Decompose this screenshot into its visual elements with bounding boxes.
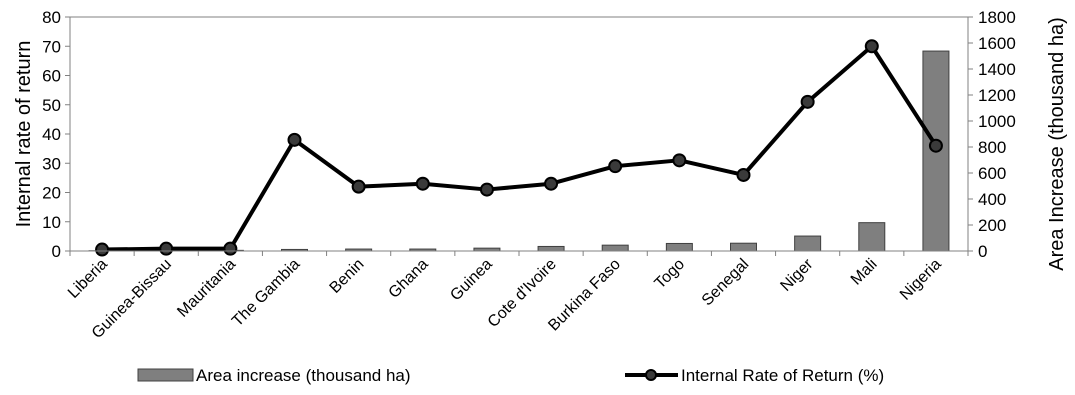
irr-point-benin (353, 181, 365, 193)
irr-point-niger (802, 96, 814, 108)
irr-point-guinea-bissau (160, 243, 172, 255)
left-tick-label: 80 (42, 8, 61, 27)
right-tick-label: 800 (978, 138, 1006, 157)
x-tick-label: Guinea (447, 256, 496, 305)
right-tick-label: 200 (978, 216, 1006, 235)
x-tick-label: Senegal (699, 256, 753, 310)
legend-bar-label: Area increase (thousand ha) (196, 366, 411, 385)
bar-series (89, 51, 949, 251)
legend-bar-swatch (138, 369, 193, 381)
irr-point-the-gambia (289, 134, 301, 146)
x-tick-label: Mauritania (174, 256, 239, 321)
irr-point-burkina-faso (609, 160, 621, 172)
legend-line-marker (646, 370, 656, 380)
irr-point-cote-d-ivoire (545, 178, 557, 190)
irr-line (102, 46, 936, 249)
y-axis-title: Internal rate of return (13, 41, 35, 228)
x-tick-label: Benin (327, 256, 368, 297)
bar-senegal (731, 243, 757, 251)
x-tick-label: Ghana (386, 256, 432, 302)
left-tick-label: 10 (42, 213, 61, 232)
left-tick-label: 70 (42, 37, 61, 56)
irr-point-ghana (417, 178, 429, 190)
x-tick-label: Niger (777, 255, 817, 295)
x-tick-label: Togo (652, 256, 689, 293)
y2-axis-title: Area Increase (thousand ha) (1046, 17, 1068, 271)
x-tick-label: Nigeria (897, 256, 945, 304)
bar-togo (666, 243, 692, 251)
irr-point-mauritania (224, 243, 236, 255)
plot-area-border (70, 17, 968, 251)
bar-mali (859, 223, 885, 251)
legend-line-label: Internal Rate of Return (%) (681, 366, 884, 385)
irr-point-nigeria (930, 140, 942, 152)
right-tick-label: 600 (978, 164, 1006, 183)
irr-point-liberia (96, 244, 108, 256)
left-tick-label: 30 (42, 154, 61, 173)
irr-point-togo (673, 154, 685, 166)
legend: Area increase (thousand ha) Internal Rate… (138, 366, 884, 385)
bar-cote-d-ivoire (538, 246, 564, 251)
axis-labels: Internal rate of return Area Increase (th… (13, 17, 1068, 271)
irr-point-mali (866, 40, 878, 52)
left-tick-label: 60 (42, 67, 61, 86)
right-tick-label: 0 (978, 242, 987, 261)
line-series (96, 40, 942, 255)
right-tick-label: 1400 (978, 60, 1016, 79)
right-tick-label: 1200 (978, 86, 1016, 105)
left-tick-label: 0 (52, 242, 61, 261)
irr-point-guinea (481, 184, 493, 196)
bar-burkina-faso (602, 245, 628, 251)
right-tick-label: 400 (978, 190, 1006, 209)
x-tick-label: Mali (848, 256, 881, 289)
x-tick-label: Liberia (65, 256, 111, 302)
axes: 0102030405060708002004006008001000120014… (42, 8, 1016, 342)
left-tick-label: 20 (42, 184, 61, 203)
left-tick-label: 40 (42, 125, 61, 144)
right-tick-label: 1000 (978, 112, 1016, 131)
left-tick-label: 50 (42, 96, 61, 115)
x-tick-label: The Gambia (229, 256, 303, 330)
irr-point-senegal (738, 169, 750, 181)
right-tick-label: 1800 (978, 8, 1016, 27)
right-tick-label: 1600 (978, 34, 1016, 53)
bar-niger (795, 236, 821, 251)
